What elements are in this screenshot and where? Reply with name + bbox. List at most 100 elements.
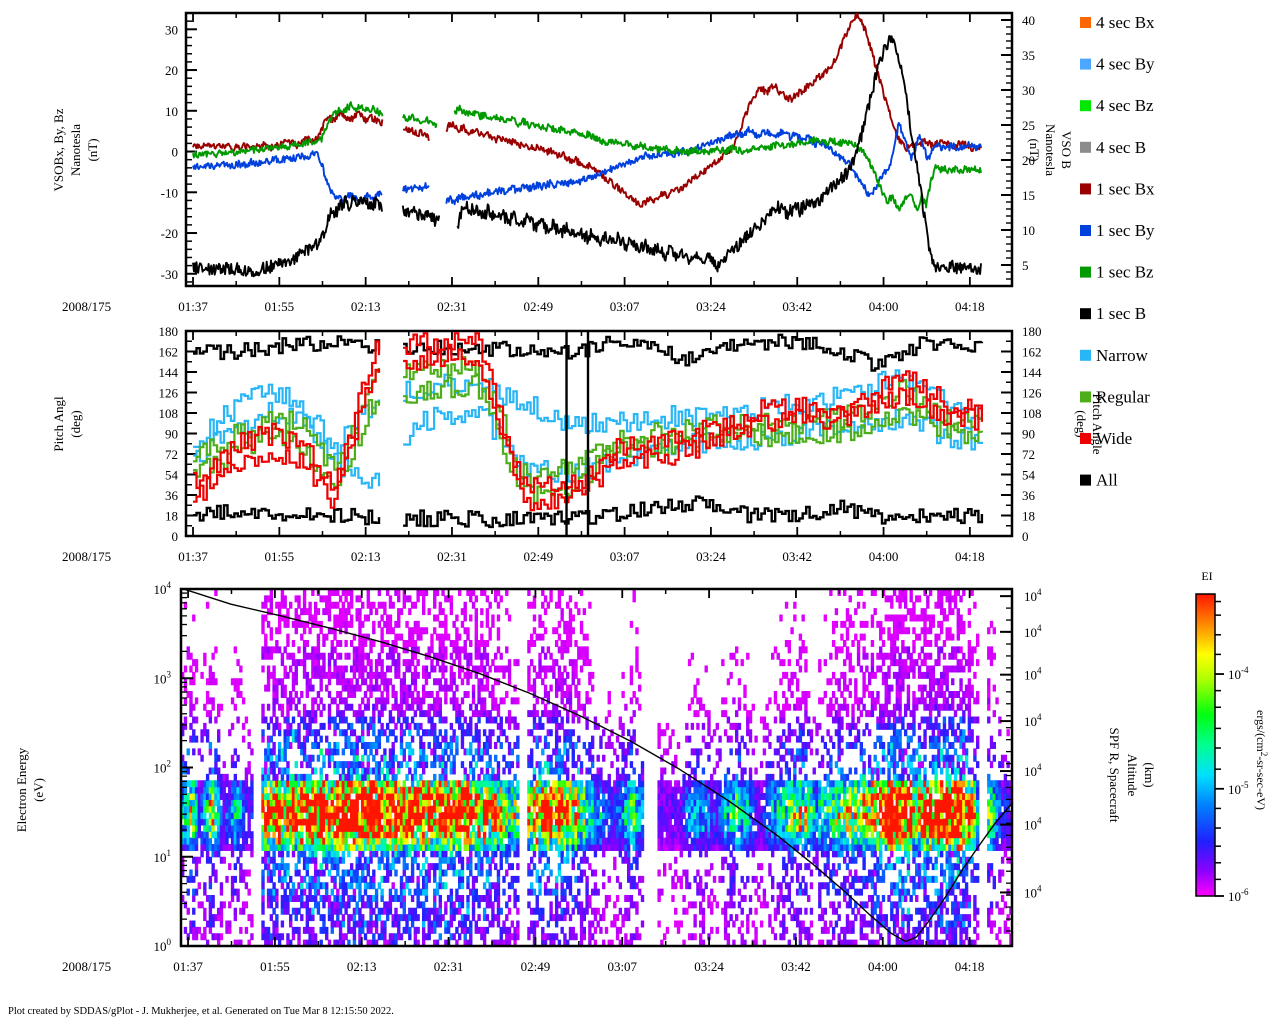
y-tick-label-right: 30 <box>1022 83 1035 98</box>
x-tick-label: 02:13 <box>351 299 381 314</box>
panel3-right-title: SPF R, Spacecraft Altitude (km) <box>1107 728 1157 823</box>
legend-label: 4 sec Bz <box>1096 96 1154 115</box>
panel2-ylabel-right-line1: Pitch Angle <box>1090 393 1105 454</box>
panel2-x-axis: 01:37 01:55 02:13 02:31 02:49 03:07 03:24 03:42… <box>178 331 985 564</box>
pitch-trace-narrow-hi <box>193 369 983 455</box>
colorbar-tick-label: 10-6 <box>1228 887 1249 904</box>
legend-label: Narrow <box>1096 346 1149 365</box>
legend-label: 4 sec Bx <box>1096 13 1155 32</box>
y-tick-label-right: 25 <box>1022 118 1035 133</box>
x-tick-label: 02:13 <box>351 549 381 564</box>
legend: 4 sec Bx 4 sec By 4 sec Bz 4 sec B 1 sec Bx 1… <box>1080 13 1155 490</box>
panel3-ylabel-right-line1: SPF R, Spacecraft <box>1107 728 1122 823</box>
panel2-data-traces <box>193 331 984 536</box>
colorbar-units: ergs/(cm2-sr-sec-eV) <box>1254 710 1269 810</box>
panel3-right-axis: 104 104 104 104 104 104 104 <box>1000 587 1042 932</box>
panel3-ylabel-right-line3: (km) <box>1142 762 1157 787</box>
y-tick-label-right: 104 <box>1024 883 1042 900</box>
x-tick-label: 04:18 <box>955 299 985 314</box>
y-tick-label: 10 <box>165 104 178 119</box>
x-tick-label: 03:42 <box>781 959 811 974</box>
spectrogram-cells <box>181 589 1012 946</box>
y-tick-label-right: 40 <box>1022 13 1035 28</box>
x-tick-label: 03:42 <box>782 299 812 314</box>
colorbar-title: EI <box>1201 569 1212 583</box>
x-tick-label: 03:07 <box>610 299 640 314</box>
y-tick-label-right: 162 <box>1022 345 1042 360</box>
y-tick-label: 72 <box>165 447 178 462</box>
y-tick-label-right: 90 <box>1022 427 1035 442</box>
pitch-trace-wide-hi <box>193 332 983 494</box>
trace-1-sec-bx <box>192 13 982 208</box>
y-tick-label-right: 104 <box>1024 623 1042 640</box>
x-tick-label: 04:18 <box>955 959 985 974</box>
panel3-date-label: 2008/175 <box>62 959 111 974</box>
panel3-x-axis: 01:37 01:55 02:13 02:31 02:49 03:07 03:24 03:42… <box>173 589 984 974</box>
pitch-trace-all-hi <box>193 333 984 372</box>
legend-swatch <box>1080 308 1091 320</box>
x-tick-label: 02:31 <box>437 549 467 564</box>
colorbar-units-post: -sr-sec-eV) <box>1254 756 1268 810</box>
legend-label: 4 sec By <box>1096 55 1155 74</box>
x-tick-label: 01:37 <box>178 299 208 314</box>
y-tick-label-right: 126 <box>1022 386 1042 401</box>
y-tick-label-right: 18 <box>1022 509 1035 524</box>
panel2-left-axis: 0 18 36 54 72 90 108 126 144 162 180 <box>159 324 197 544</box>
panel1-ylabel-right-line2: Nanotesla <box>1043 124 1058 176</box>
y-tick-label: 144 <box>159 365 179 380</box>
legend-swatch <box>1080 225 1091 236</box>
y-tick-label: 100 <box>154 937 172 954</box>
legend-label: 1 sec Bz <box>1096 263 1154 282</box>
y-tick-label-right: 104 <box>1024 666 1042 683</box>
panel2-right-title: Pitch Angle (deg) <box>1074 393 1105 454</box>
colorbar-ticks: 10-6 10-5 10-4 <box>1215 600 1249 904</box>
panel1-ylabel-left-line1: VSOBx, By, Bz <box>51 108 66 191</box>
x-tick-label: 01:55 <box>265 299 295 314</box>
panel1-ylabel-right-line1: VSO B <box>1059 131 1074 169</box>
x-tick-label: 03:24 <box>696 299 726 314</box>
panel2-ylabel-left-line1: Pitch Angl <box>51 396 66 452</box>
y-tick-label-right: 72 <box>1022 447 1035 462</box>
legend-label: 1 sec B <box>1096 304 1146 323</box>
legend-label: 1 sec Bx <box>1096 179 1155 198</box>
altitude-trace <box>183 589 1012 943</box>
y-tick-label-right: 5 <box>1022 258 1029 273</box>
y-tick-label-right: 104 <box>1024 587 1042 604</box>
x-tick-label: 02:49 <box>523 299 553 314</box>
panel3-ylabel-left-line1: Electron Energy <box>14 747 29 832</box>
colorbar-tick-label: 10-5 <box>1228 780 1249 797</box>
y-tick-label-right: 54 <box>1022 468 1036 483</box>
y-tick-label: 126 <box>159 386 179 401</box>
colorbar-units-sup: 2 <box>1259 752 1269 757</box>
y-tick-label: -30 <box>161 267 178 282</box>
y-tick-label: -20 <box>161 226 178 241</box>
y-tick-label: -10 <box>161 185 178 200</box>
panel1-right-axis: 5 10 15 20 25 30 35 40 <box>1001 13 1035 280</box>
y-tick-label: 162 <box>159 345 179 360</box>
footer-credit: Plot created by SDDAS/gPlot - J. Mukherj… <box>8 1006 394 1017</box>
x-tick-label: 03:42 <box>782 549 812 564</box>
pitch-trace-all-lo <box>193 495 984 529</box>
y-tick-label-right: 144 <box>1022 365 1042 380</box>
y-tick-label-right: 36 <box>1022 488 1036 503</box>
y-tick-label-right: 104 <box>1024 712 1042 729</box>
x-tick-label: 03:24 <box>696 549 726 564</box>
y-tick-label: 104 <box>154 580 172 597</box>
panel2-ylabel-left-line2: (deg) <box>68 410 83 437</box>
x-tick-label: 04:00 <box>869 299 899 314</box>
y-tick-label: 103 <box>154 669 172 686</box>
legend-swatch <box>1080 183 1091 195</box>
y-tick-label: 180 <box>159 324 179 339</box>
panel1-left-title: VSOBx, By, Bz Nanotesla (nT) <box>51 108 100 191</box>
legend-label: 4 sec B <box>1096 138 1146 157</box>
trace-1-sec-by <box>192 121 982 206</box>
y-tick-label: 20 <box>165 63 178 78</box>
y-tick-label: 30 <box>165 22 178 37</box>
y-tick-label: 102 <box>154 759 172 776</box>
x-tick-label: 01:37 <box>173 959 203 974</box>
legend-swatch <box>1080 266 1091 278</box>
x-tick-label: 03:24 <box>694 959 724 974</box>
